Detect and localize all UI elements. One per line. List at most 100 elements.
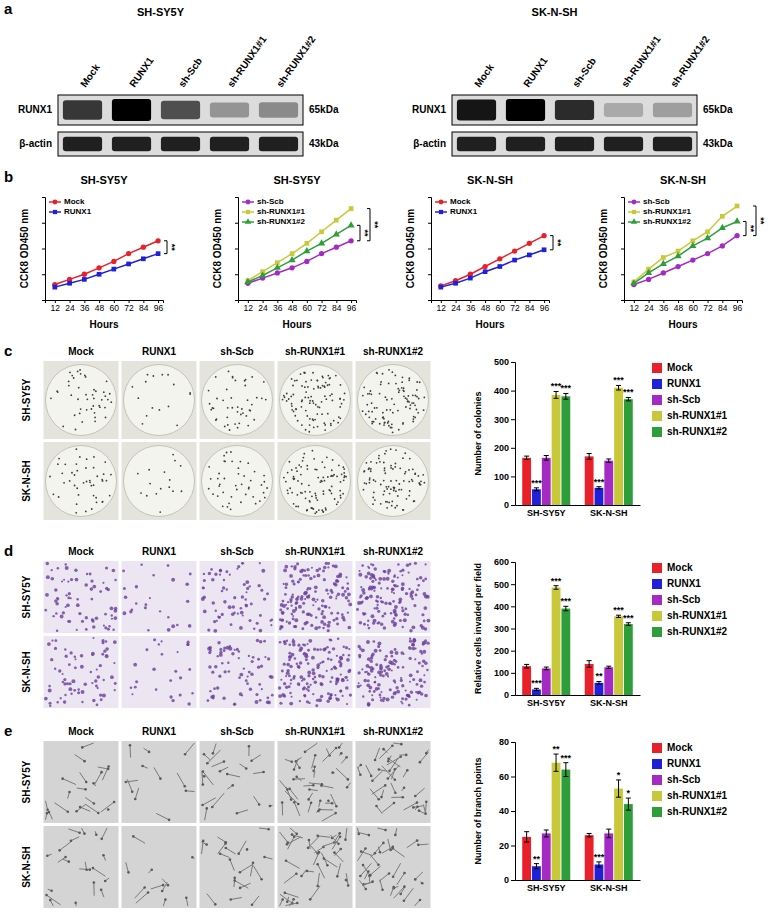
colony-dot [376, 462, 378, 464]
colony-dot [321, 375, 323, 377]
cell-dot [245, 679, 248, 682]
cell-dot [299, 661, 302, 664]
colony-dot [313, 388, 315, 390]
image [278, 442, 353, 520]
legend-marker [632, 200, 637, 205]
legend-label: sh-Scb [257, 197, 284, 206]
cell-dot [63, 700, 67, 704]
tick-label: 84 [718, 303, 728, 313]
colony-dot [76, 503, 78, 505]
colony-dot [301, 424, 303, 426]
cell-dot [279, 625, 283, 629]
cell-dot [384, 658, 387, 661]
cell-dot [229, 574, 231, 576]
colony-dot [290, 396, 292, 398]
cell-dot [291, 565, 293, 567]
colony-dot [301, 406, 303, 408]
cell-dot [103, 624, 105, 626]
colony-dot [409, 458, 411, 460]
cell-dot [155, 688, 158, 691]
dish [358, 365, 429, 436]
tick: 12 [244, 300, 254, 313]
cell-dot [420, 624, 424, 628]
band [259, 137, 298, 151]
cell-dot [307, 613, 311, 617]
cell-dot [416, 699, 418, 701]
cell-dot [391, 669, 393, 671]
colony-dot [293, 476, 295, 478]
panel-label: e [4, 722, 12, 739]
band [457, 137, 496, 151]
cell-dot [370, 588, 373, 591]
cell-dot [65, 566, 69, 570]
marker [67, 281, 72, 286]
cell-dot [371, 580, 374, 583]
cell-dot [385, 655, 388, 658]
cell-dot [377, 645, 380, 648]
cell-dot [186, 643, 189, 646]
cell-dot [90, 579, 93, 582]
cell-dot [108, 625, 110, 627]
tube-line [80, 772, 87, 782]
colony-dot [408, 481, 410, 483]
band [112, 99, 151, 121]
marker [289, 265, 294, 270]
cell-dot [328, 607, 330, 609]
colony-dot [403, 480, 405, 482]
cell-dot [386, 697, 390, 701]
cell-dot [99, 590, 102, 593]
marker [482, 264, 487, 269]
marker [334, 218, 339, 223]
dish [124, 365, 195, 436]
cell-dot [386, 587, 389, 590]
colony-dot [217, 495, 219, 497]
cell-dot [241, 595, 244, 598]
colony-dot [329, 490, 331, 492]
cell-dot [401, 574, 403, 576]
colony-dot [301, 399, 303, 401]
colony-dot [63, 482, 65, 484]
cell-dot [401, 569, 404, 572]
cell-dot [322, 648, 326, 652]
cell-dot [427, 619, 431, 623]
colony-dot [384, 470, 386, 472]
row-label: RUNX1 [412, 104, 446, 115]
cell-dot [92, 585, 96, 589]
axis-title: Hours [90, 319, 119, 330]
cell-dot [419, 576, 423, 580]
colony-dot [364, 482, 366, 484]
colony-dot [227, 424, 229, 426]
colony-dot [385, 486, 387, 488]
cell-dot [77, 688, 80, 691]
cell-dot [390, 650, 394, 654]
colony-dot [49, 476, 51, 478]
row-label: SK-N-SH [21, 651, 32, 693]
colony-dot [92, 405, 94, 407]
image-bg [44, 741, 119, 823]
colony-dot [309, 501, 311, 503]
colony-dot [86, 481, 88, 483]
colony-dot [422, 474, 424, 476]
image [200, 361, 275, 439]
colony-dot [370, 390, 372, 392]
cell-dot [225, 570, 228, 573]
tick [42, 197, 45, 198]
cell-dot [321, 604, 324, 607]
colony-dot [292, 385, 294, 387]
cell-dot [289, 574, 293, 578]
cell-dot [283, 640, 285, 642]
colony-dot [226, 389, 228, 391]
colony-dot [416, 409, 418, 411]
colony-dot [237, 406, 239, 408]
cell-dot [100, 698, 103, 701]
colony-dot [86, 409, 88, 411]
cell-dot [342, 654, 344, 656]
cell-dot [104, 613, 107, 616]
colony-dot [152, 375, 154, 377]
colony-dot [388, 425, 390, 427]
colony-dot [395, 490, 397, 492]
cell-dot [222, 586, 225, 589]
colony-dot [309, 402, 311, 404]
colony-dot [313, 458, 315, 460]
cell-dot [349, 693, 352, 696]
